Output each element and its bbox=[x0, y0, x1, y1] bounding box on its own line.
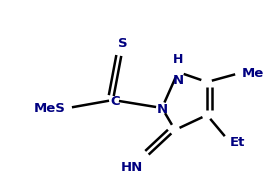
Text: N: N bbox=[173, 74, 184, 87]
Text: C: C bbox=[110, 95, 120, 107]
Text: H: H bbox=[173, 53, 183, 66]
Text: MeS: MeS bbox=[34, 102, 66, 115]
Text: Me: Me bbox=[242, 66, 264, 80]
Text: Et: Et bbox=[230, 135, 245, 149]
Text: HN: HN bbox=[121, 161, 143, 174]
Text: N: N bbox=[157, 102, 168, 115]
Text: S: S bbox=[118, 37, 128, 50]
